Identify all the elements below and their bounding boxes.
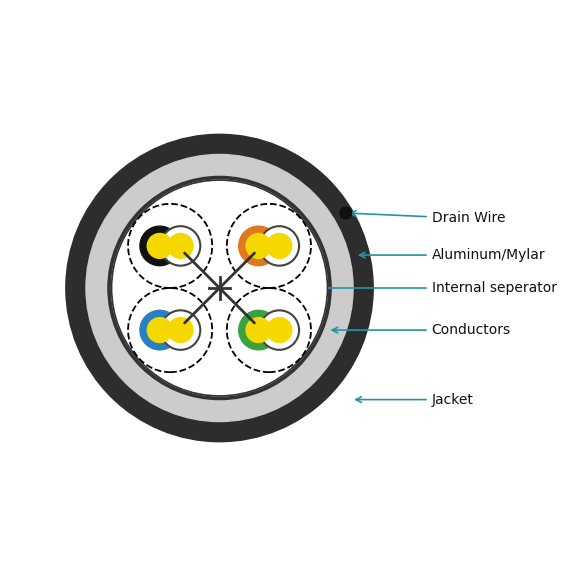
Circle shape (161, 226, 200, 266)
Text: Conductors: Conductors (332, 323, 511, 337)
Circle shape (140, 226, 180, 266)
Circle shape (108, 176, 331, 400)
Circle shape (246, 233, 271, 259)
Circle shape (86, 154, 353, 422)
Circle shape (260, 310, 299, 350)
Circle shape (161, 310, 200, 350)
Circle shape (147, 233, 172, 259)
Circle shape (267, 317, 292, 343)
Circle shape (168, 233, 193, 259)
Circle shape (246, 317, 271, 343)
Text: Internal seperator: Internal seperator (239, 281, 557, 295)
Text: Jacket: Jacket (356, 393, 473, 407)
Circle shape (238, 310, 278, 350)
Circle shape (238, 226, 278, 266)
Circle shape (260, 226, 299, 266)
Text: Aluminum/Mylar: Aluminum/Mylar (359, 248, 545, 262)
Circle shape (147, 317, 172, 343)
Text: Drain Wire: Drain Wire (350, 211, 505, 225)
Circle shape (168, 317, 193, 343)
Circle shape (340, 207, 351, 219)
Circle shape (267, 233, 292, 259)
Circle shape (112, 180, 327, 396)
Circle shape (66, 134, 373, 442)
Circle shape (140, 310, 180, 350)
